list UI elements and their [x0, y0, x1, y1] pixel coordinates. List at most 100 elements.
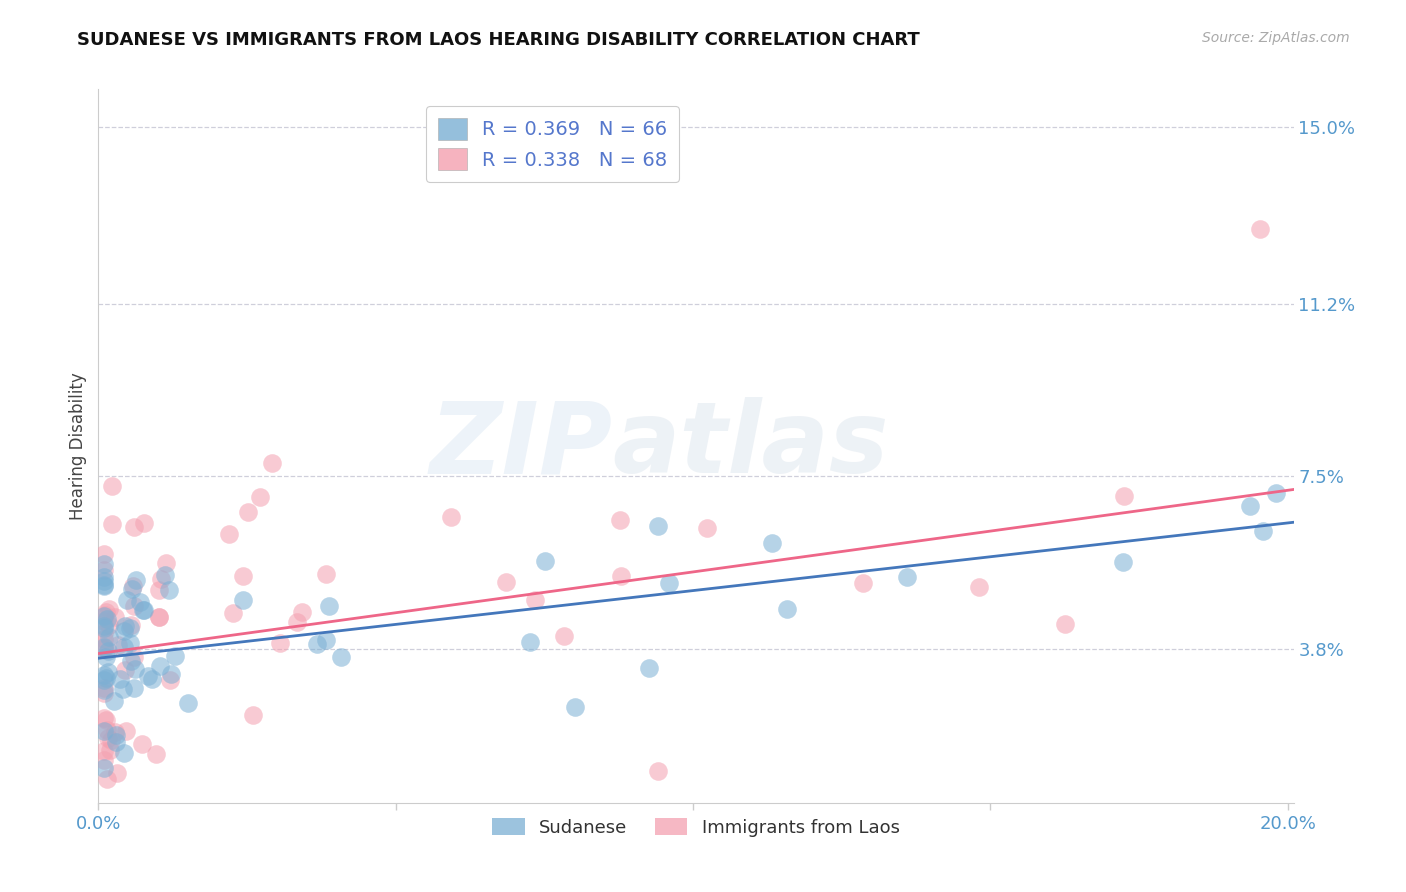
Point — [609, 513, 631, 527]
Point — [93, 557, 115, 571]
Point — [93, 723, 115, 738]
Point — [222, 606, 245, 620]
Point — [440, 510, 463, 524]
Point — [96, 731, 118, 746]
Point — [94, 713, 117, 727]
Point — [94, 649, 117, 664]
Point — [155, 556, 177, 570]
Point — [124, 663, 146, 677]
Point — [519, 635, 541, 649]
Point — [103, 694, 125, 708]
Point — [96, 772, 118, 787]
Point — [775, 602, 797, 616]
Point — [1251, 524, 1274, 538]
Point — [93, 640, 115, 655]
Point — [249, 491, 271, 505]
Point — [93, 570, 115, 584]
Point — [93, 614, 115, 628]
Point — [97, 644, 120, 658]
Point — [93, 608, 115, 623]
Point — [93, 632, 115, 646]
Point — [103, 610, 125, 624]
Point — [120, 654, 142, 668]
Point — [307, 637, 329, 651]
Point — [658, 575, 681, 590]
Point — [93, 622, 115, 636]
Point — [1249, 222, 1271, 236]
Point — [236, 505, 259, 519]
Point — [93, 641, 115, 656]
Point — [165, 649, 187, 664]
Point — [96, 723, 118, 737]
Point — [120, 636, 142, 650]
Point — [122, 681, 145, 695]
Point — [232, 592, 254, 607]
Point — [93, 641, 115, 656]
Point — [141, 672, 163, 686]
Point — [136, 669, 159, 683]
Y-axis label: Hearing Disability: Hearing Disability — [69, 372, 87, 520]
Point — [93, 686, 115, 700]
Point — [134, 603, 156, 617]
Point — [121, 618, 143, 632]
Point — [1112, 489, 1135, 503]
Point — [969, 580, 991, 594]
Point — [105, 766, 128, 780]
Point — [534, 554, 557, 568]
Point — [1265, 486, 1288, 500]
Point — [97, 602, 120, 616]
Point — [330, 650, 353, 665]
Point — [121, 582, 143, 596]
Point — [122, 579, 145, 593]
Point — [101, 479, 124, 493]
Point — [132, 603, 155, 617]
Point — [93, 667, 115, 681]
Point — [93, 548, 115, 562]
Point — [93, 579, 115, 593]
Point — [232, 569, 254, 583]
Point — [176, 696, 198, 710]
Point — [153, 567, 176, 582]
Point — [112, 624, 135, 638]
Point — [115, 592, 138, 607]
Point — [98, 630, 121, 644]
Text: ZIP: ZIP — [429, 398, 613, 494]
Point — [1112, 555, 1135, 569]
Point — [93, 563, 115, 577]
Point — [131, 737, 153, 751]
Point — [122, 650, 145, 665]
Point — [638, 661, 661, 675]
Point — [318, 599, 340, 613]
Point — [96, 605, 118, 619]
Point — [524, 593, 547, 607]
Point — [129, 595, 152, 609]
Point — [97, 665, 120, 679]
Point — [159, 673, 181, 688]
Point — [160, 666, 183, 681]
Point — [696, 521, 718, 535]
Point — [647, 518, 669, 533]
Point — [94, 608, 117, 623]
Point — [125, 574, 148, 588]
Point — [93, 761, 115, 775]
Point — [107, 638, 129, 652]
Text: Source: ZipAtlas.com: Source: ZipAtlas.com — [1202, 31, 1350, 45]
Point — [93, 682, 115, 697]
Point — [269, 636, 291, 650]
Point — [93, 578, 115, 592]
Point — [242, 707, 264, 722]
Point — [218, 526, 240, 541]
Point — [93, 673, 115, 687]
Point — [148, 582, 170, 597]
Point — [96, 672, 118, 686]
Point — [148, 610, 170, 624]
Point — [93, 574, 115, 588]
Point — [114, 619, 136, 633]
Point — [118, 621, 141, 635]
Point — [315, 633, 337, 648]
Point — [495, 575, 517, 590]
Point — [553, 629, 575, 643]
Point — [93, 711, 115, 725]
Point — [93, 753, 115, 767]
Text: SUDANESE VS IMMIGRANTS FROM LAOS HEARING DISABILITY CORRELATION CHART: SUDANESE VS IMMIGRANTS FROM LAOS HEARING… — [77, 31, 920, 49]
